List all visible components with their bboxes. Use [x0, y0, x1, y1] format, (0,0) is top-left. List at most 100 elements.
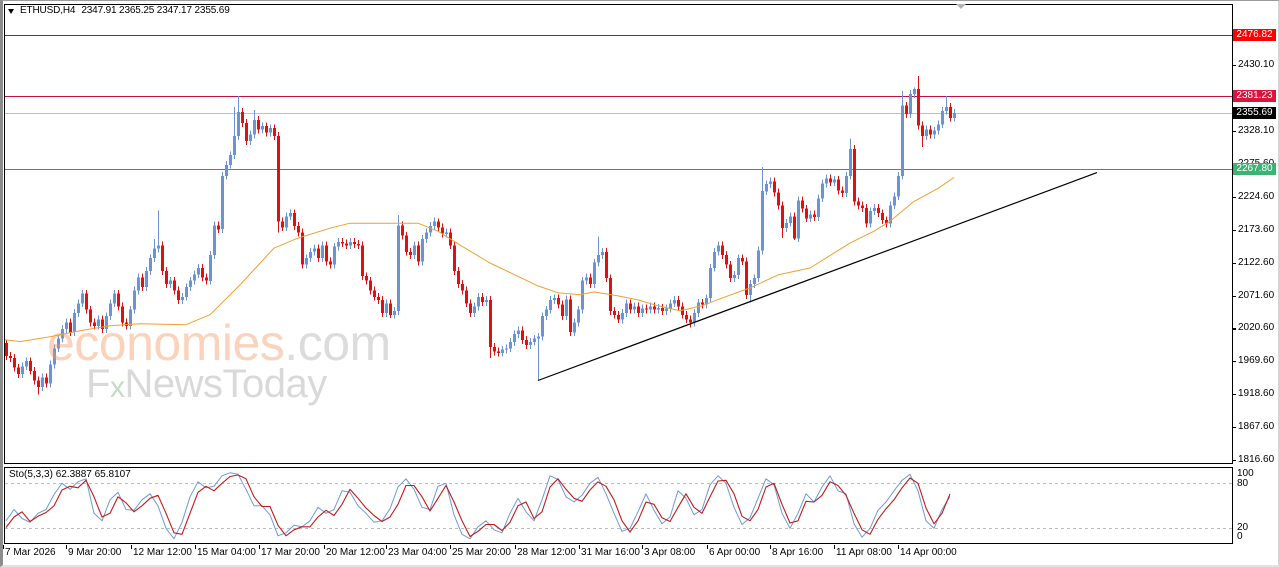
sto-scale-label: 20	[1237, 522, 1249, 533]
candle	[445, 228, 448, 238]
candle	[325, 241, 328, 266]
candle-body	[525, 340, 528, 346]
candle-body	[421, 238, 424, 262]
candle	[849, 138, 852, 180]
candle-body	[625, 303, 628, 313]
candle	[205, 273, 208, 285]
candle-body	[313, 248, 316, 252]
candle	[337, 238, 340, 251]
stochastic-pane[interactable]	[4, 467, 1233, 544]
candle-body	[653, 306, 656, 310]
candle-body	[113, 293, 116, 304]
candle	[473, 302, 476, 317]
candle-body	[901, 105, 904, 176]
candle	[573, 318, 576, 337]
level-label-support[interactable]: 2267.80	[1233, 163, 1276, 175]
candle-body	[233, 135, 236, 156]
candle-body	[905, 105, 908, 114]
candle	[153, 238, 156, 263]
candle-body	[101, 319, 104, 330]
ascending-trendline[interactable]	[537, 172, 1098, 382]
candle	[141, 273, 144, 292]
candle-body	[193, 274, 196, 281]
candle-body	[825, 178, 828, 184]
level-label-resistance-2[interactable]: 2476.82	[1233, 29, 1276, 41]
candle	[413, 241, 416, 259]
candle-body	[757, 250, 760, 279]
candle	[53, 344, 56, 369]
candle	[269, 124, 272, 137]
candle	[373, 286, 376, 301]
candle-body	[789, 216, 792, 223]
candle	[297, 222, 300, 237]
candle-body	[229, 155, 232, 165]
candle-body	[393, 311, 396, 315]
candle	[85, 289, 88, 314]
candle-body	[857, 201, 860, 206]
candle	[889, 201, 892, 228]
candle-body	[493, 347, 496, 352]
candle	[669, 299, 672, 313]
candle-body	[785, 222, 788, 228]
candle-body	[429, 226, 432, 233]
candle-body	[913, 88, 916, 95]
level-label-resistance-1[interactable]: 2381.23	[1233, 90, 1276, 102]
candle-body	[829, 178, 832, 183]
candle	[257, 115, 260, 134]
candle	[661, 303, 664, 315]
candle-body	[305, 258, 308, 265]
candle-body	[613, 311, 616, 315]
sto-scale-label: 100	[1237, 468, 1254, 479]
sto-d-line	[5, 474, 951, 538]
candle	[569, 295, 572, 337]
chart-shift-triangle-icon[interactable]	[956, 4, 966, 9]
candle	[213, 221, 216, 259]
candle	[29, 357, 32, 375]
candle	[265, 122, 268, 137]
candle	[605, 247, 608, 282]
candle-body	[225, 164, 228, 176]
candle-body	[649, 306, 652, 310]
candle	[765, 180, 768, 196]
candle-body	[377, 296, 380, 300]
candle	[525, 336, 528, 349]
candle	[653, 302, 656, 314]
candle-body	[45, 377, 48, 384]
candle-body	[73, 312, 76, 333]
candle-body	[25, 361, 28, 367]
candle	[641, 304, 644, 317]
candle	[409, 247, 412, 259]
candle-body	[589, 277, 592, 284]
candle	[561, 300, 564, 320]
candle	[905, 101, 908, 118]
candle	[417, 241, 420, 266]
candle-body	[797, 200, 800, 239]
candle-body	[441, 227, 444, 234]
candle-body	[13, 358, 16, 368]
candle	[601, 247, 604, 259]
candle	[361, 241, 364, 281]
candle-body	[485, 300, 488, 302]
candle	[633, 302, 636, 314]
dropdown-triangle-icon[interactable]	[8, 8, 14, 14]
candle-body	[461, 284, 464, 291]
candle	[469, 299, 472, 317]
candle-body	[765, 184, 768, 192]
candle	[505, 344, 508, 354]
candle	[273, 124, 276, 140]
candle-body	[773, 181, 776, 193]
candle	[25, 357, 28, 371]
candle-body	[693, 312, 696, 323]
candle	[293, 209, 296, 230]
candle	[749, 280, 752, 303]
candle	[237, 96, 240, 140]
main-chart-pane[interactable]	[4, 4, 1233, 464]
candle-body	[929, 129, 932, 135]
candle-body	[337, 242, 340, 247]
candle-body	[917, 88, 920, 126]
candle	[37, 376, 40, 395]
candle	[109, 299, 112, 320]
candle-body	[77, 303, 80, 313]
candle	[901, 90, 904, 180]
